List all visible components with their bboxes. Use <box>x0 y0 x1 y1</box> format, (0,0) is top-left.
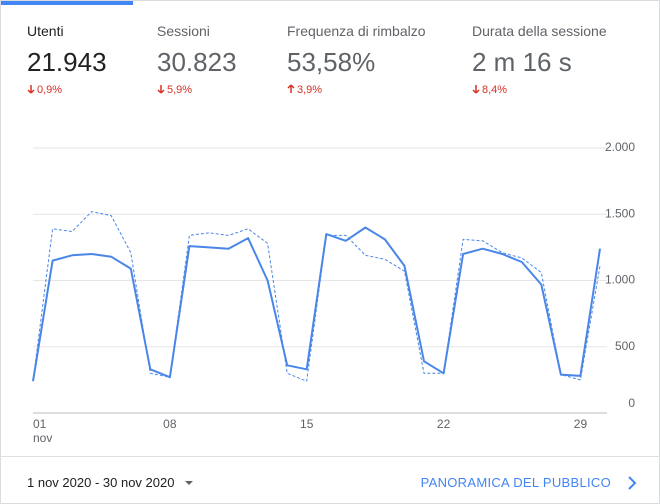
metric-change: 5,9% <box>157 84 237 96</box>
current-line <box>32 226 601 382</box>
date-text: 1 nov 2020 - 30 nov 2020 <box>27 475 175 490</box>
metric[interactable]: Durata della sessione 2 m 16 s 8,4% <box>472 23 607 96</box>
footer: 1 nov 2020 - 30 nov 2020 PANORAMICA DEL … <box>1 456 659 504</box>
date-range[interactable]: 1 nov 2020 - 30 nov 2020 <box>27 475 194 490</box>
metric-value: 30.823 <box>157 47 237 77</box>
metric-value: 2 m 16 s <box>472 47 572 77</box>
arrow-icon <box>157 85 165 94</box>
metric-value: 21.943 <box>27 47 107 77</box>
x-sublabel: nov <box>33 431 52 445</box>
audience-link[interactable]: PANORAMICA DEL PUBBLICO <box>421 475 611 490</box>
arrow <box>27 85 35 94</box>
metric-label: Sessioni <box>157 23 210 39</box>
metric-label: Frequenza di rimbalzo <box>287 23 426 39</box>
x-tick-label: 08 <box>163 417 177 431</box>
arrow <box>157 85 165 94</box>
previous-period-line <box>32 211 601 382</box>
link-text: PANORAMICA DEL PUBBLICO <box>420 475 611 490</box>
metric[interactable]: Frequenza di rimbalzo 53,58% 3,9% <box>287 23 426 96</box>
arrow-icon <box>27 85 35 94</box>
arrow <box>287 84 295 93</box>
metric-value: 53,58% <box>287 47 376 77</box>
x-tick-label: 22 <box>437 417 451 431</box>
dropdown-icon <box>185 481 194 485</box>
metric-label: Utenti <box>27 23 64 39</box>
x-tick-label: 29 <box>574 417 588 431</box>
chart: 0 500 1.000 1.500 2.000 01 08 15 22 29 nov <box>32 140 635 445</box>
arrow-icon <box>472 85 480 94</box>
change-text: 3,9% <box>297 84 323 96</box>
change-text: 0,9% <box>37 84 63 96</box>
change-text: 5,9% <box>167 84 193 96</box>
change-text: 8,4% <box>482 84 508 96</box>
x-tick-label: 01 <box>33 417 47 431</box>
x-tick-label: 15 <box>300 417 314 431</box>
y-tick-label: 2.000 <box>605 140 635 154</box>
y-tick-label: 0 <box>628 396 635 410</box>
arrow-icon <box>287 84 295 93</box>
y-tick-label: 1.000 <box>605 273 635 287</box>
chevron-icon[interactable] <box>627 476 637 490</box>
y-tick-label: 1.500 <box>605 206 635 220</box>
selected-indicator <box>1 1 133 5</box>
y-tick-label: 500 <box>615 339 635 353</box>
metric-change: 8,4% <box>472 84 607 96</box>
metric-change: 0,9% <box>27 84 107 96</box>
metric[interactable]: Sessioni 30.823 5,9% <box>157 23 237 96</box>
metric-change: 3,9% <box>287 84 426 96</box>
metric[interactable]: Utenti 21.943 0,9% <box>27 23 107 96</box>
arrow <box>472 85 480 94</box>
metric-label: Durata della sessione <box>472 23 607 39</box>
